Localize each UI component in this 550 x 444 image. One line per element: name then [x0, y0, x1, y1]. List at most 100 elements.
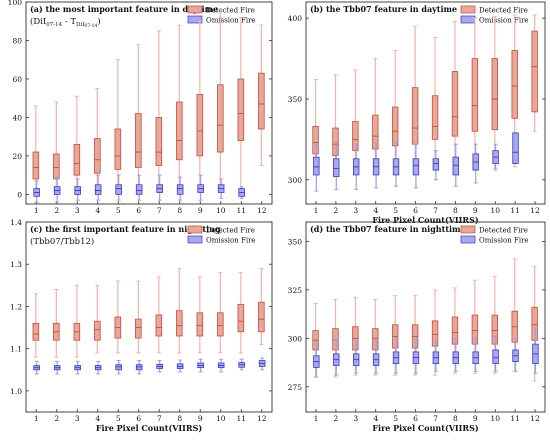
plot-frame [305, 1, 546, 205]
omission-box [135, 174, 143, 201]
x-tick-label: 5 [393, 414, 398, 423]
x-tick-label: 12 [530, 206, 540, 215]
box-iqr [431, 320, 439, 347]
box-iqr [471, 58, 479, 132]
box-iqr [452, 156, 459, 176]
box-iqr [372, 328, 379, 351]
y-tick-label: 350 [288, 237, 303, 246]
x-tick-label: 1 [34, 206, 39, 215]
detected-box [411, 25, 419, 173]
subtitle-part: (DiI [30, 16, 46, 27]
box-iqr [258, 72, 265, 130]
box-iqr [217, 312, 224, 337]
subtitle-part: 07-14 [46, 22, 62, 28]
detected-box [332, 74, 339, 174]
y-tick-label: 20 [12, 152, 22, 161]
omission-box [115, 174, 122, 201]
omission-box [472, 337, 479, 372]
omission-box [94, 360, 102, 375]
y-tick-label: 1.4 [10, 218, 22, 227]
x-tick-label: 6 [413, 414, 418, 423]
omission-box [333, 339, 340, 376]
legend-swatch-omission [187, 235, 203, 244]
x-tick-label: 6 [136, 414, 141, 423]
detected-box [53, 101, 60, 195]
x-tick-label: 12 [257, 206, 267, 215]
box-iqr [155, 314, 163, 337]
x-tick-label: 8 [177, 206, 182, 215]
plot-frame [25, 221, 273, 413]
omission-box [176, 176, 184, 201]
omission-box [353, 339, 360, 374]
y-tick-label: 1.1 [10, 345, 22, 354]
box-iqr [531, 306, 538, 341]
box-iqr [352, 121, 359, 152]
x-tick-label: 4 [95, 414, 100, 423]
box-iqr [531, 30, 538, 113]
omission-box [452, 337, 459, 372]
x-tick-label: 5 [116, 206, 121, 215]
omission-box [33, 360, 40, 375]
omission-box [33, 180, 40, 203]
legend-label-omission: Omission Fire [206, 237, 256, 245]
box-iqr [114, 128, 122, 170]
omission-box [74, 360, 81, 375]
y-tick-label: 80 [12, 36, 22, 45]
detected-box [135, 280, 142, 354]
y-tick-label: 1.2 [10, 302, 22, 311]
detected-box [258, 24, 265, 167]
x-tick-label: 3 [353, 206, 358, 215]
omission-box [452, 143, 459, 187]
box-iqr [32, 322, 40, 341]
x-tick-label: 3 [75, 414, 80, 423]
x-axis-label: Fire Pixel Count(VIIRS) [372, 215, 478, 225]
x-tick-label: 11 [236, 206, 246, 215]
box-iqr [471, 314, 479, 345]
x-tick-label: 9 [198, 414, 203, 423]
legend-swatch-omission [187, 15, 203, 24]
box-iqr [135, 113, 142, 168]
detected-box [471, 17, 479, 169]
x-tick-label: 8 [177, 414, 182, 423]
x-tick-label: 6 [136, 206, 141, 215]
box-iqr [176, 101, 183, 161]
legend-swatch-detected [460, 5, 476, 14]
x-tick-label: 7 [433, 206, 438, 215]
box-iqr [237, 78, 245, 141]
box-iqr [94, 320, 101, 341]
x-tick-label: 10 [216, 206, 226, 215]
omission-box [217, 358, 225, 373]
detected-box [217, 272, 224, 354]
box-iqr [94, 138, 101, 174]
x-tick-label: 10 [490, 206, 500, 215]
box-iqr [412, 158, 420, 176]
omission-box [392, 142, 400, 187]
x-axis-label: Fire Pixel Count(VIIRS) [372, 423, 478, 433]
omission-box [432, 150, 440, 181]
box-iqr [176, 310, 183, 337]
omission-box [156, 359, 163, 373]
x-tick-label: 10 [216, 414, 226, 423]
omission-box [115, 359, 122, 375]
subtitle-part: ) [97, 16, 100, 27]
x-tick-label: 2 [333, 206, 338, 215]
y-tick-label: 0 [17, 190, 22, 199]
omission-box [94, 174, 102, 201]
omission-box [353, 143, 360, 190]
x-tick-label: 4 [95, 206, 100, 215]
omission-box [258, 357, 266, 371]
x-tick-label: 1 [314, 414, 319, 423]
y-tick-label: 1.3 [10, 260, 22, 269]
y-tick-label: 300 [288, 334, 303, 343]
x-tick-label: 5 [393, 206, 398, 215]
box-iqr [431, 95, 439, 140]
box-iqr [135, 318, 142, 339]
omission-box [156, 174, 163, 201]
y-tick-label: 325 [288, 286, 303, 295]
panel-title: (c) the first important feature in night… [30, 224, 221, 234]
omission-box [313, 341, 320, 378]
omission-box [333, 142, 340, 190]
omission-box [512, 132, 519, 165]
